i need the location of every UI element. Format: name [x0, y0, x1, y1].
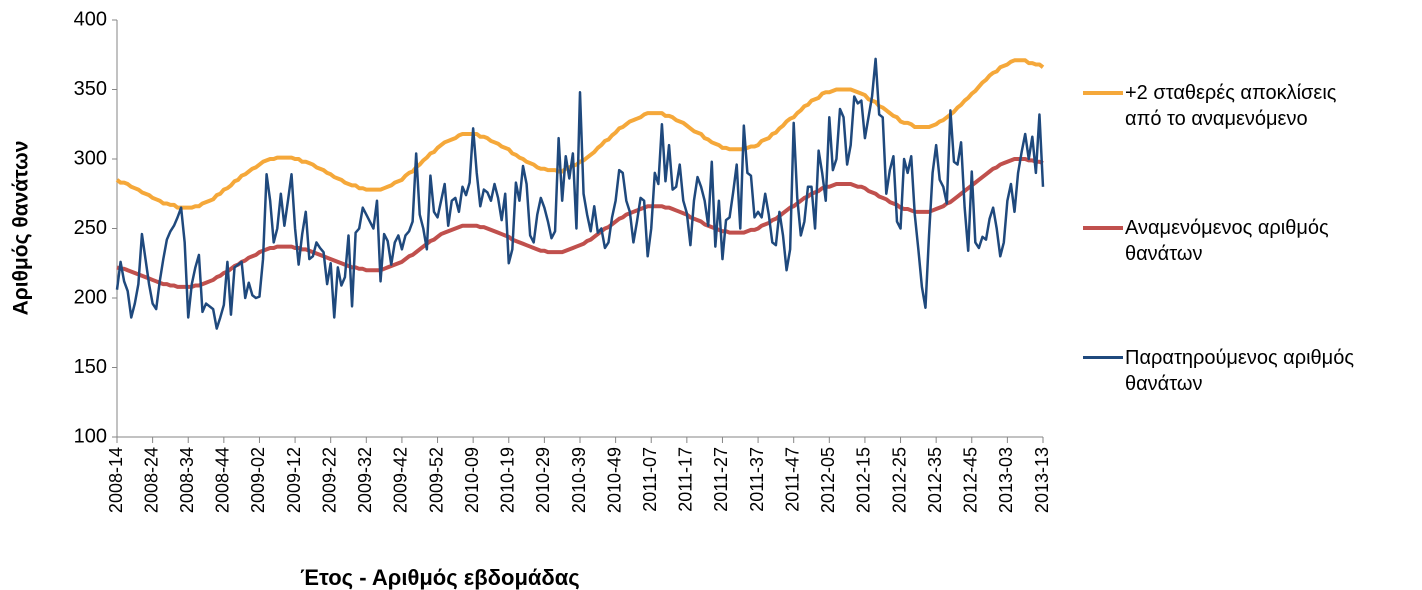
- x-tick-label: 2009-42: [391, 447, 411, 513]
- y-axis-title: Αριθμός θανάτων: [10, 141, 33, 316]
- legend-swatch: [1083, 91, 1123, 95]
- x-tick-label: 2012-15: [854, 447, 874, 513]
- legend-label: Αναμενόμενος αριθμός θανάτων: [1125, 217, 1329, 265]
- x-tick-label: 2009-22: [319, 447, 339, 513]
- legend-swatch: [1083, 356, 1123, 359]
- x-axis-title: Έτος - Αριθμός εβδομάδας: [300, 565, 579, 590]
- y-tick-label: 350: [74, 78, 107, 100]
- x-tick-label: 2011-37: [747, 447, 767, 512]
- y-tick-label: 300: [74, 147, 107, 169]
- x-tick-label: 2008-14: [106, 447, 126, 513]
- y-tick-label: 200: [74, 286, 107, 308]
- legend-label: +2 σταθερές αποκλίσεις από το αναμενόμεν…: [1125, 82, 1337, 130]
- x-tick-label: 2012-35: [925, 447, 945, 513]
- x-tick-label: 2008-44: [213, 447, 233, 513]
- legend-label: Παρατηρούμενος αριθμός θανάτων: [1125, 347, 1354, 395]
- series-line: [115, 58, 1045, 210]
- y-tick-label: 250: [74, 217, 107, 239]
- x-tick-label: 2012-25: [889, 447, 909, 513]
- x-tick-label: 2011-47: [782, 447, 802, 512]
- y-tick-label: 400: [74, 8, 107, 30]
- x-tick-label: 2011-07: [640, 447, 660, 512]
- x-tick-label: 2013-13: [1032, 447, 1052, 513]
- x-tick-label: 2008-24: [141, 447, 161, 513]
- legend-swatch: [1083, 226, 1123, 230]
- y-tick-label: 100: [74, 425, 107, 447]
- x-tick-label: 2013-03: [996, 447, 1016, 513]
- series-line: [115, 57, 1045, 330]
- x-tick-label: 2009-02: [248, 447, 268, 513]
- x-tick-label: 2009-52: [426, 447, 446, 513]
- x-tick-label: 2010-29: [533, 447, 553, 513]
- x-tick-label: 2009-32: [355, 447, 375, 513]
- x-tick-label: 2012-45: [961, 447, 981, 513]
- x-tick-label: 2010-49: [604, 447, 624, 513]
- series-line: [116, 157, 1044, 289]
- x-tick-label: 2009-12: [284, 447, 304, 513]
- x-tick-label: 2010-39: [569, 447, 589, 513]
- x-tick-label: 2011-17: [676, 447, 696, 512]
- x-tick-label: 2012-05: [818, 447, 838, 513]
- y-tick-label: 150: [74, 356, 107, 378]
- x-tick-label: 2010-19: [498, 447, 518, 513]
- x-tick-label: 2010-09: [462, 447, 482, 513]
- x-tick-label: 2011-27: [711, 447, 731, 512]
- x-tick-label: 2008-34: [177, 447, 197, 513]
